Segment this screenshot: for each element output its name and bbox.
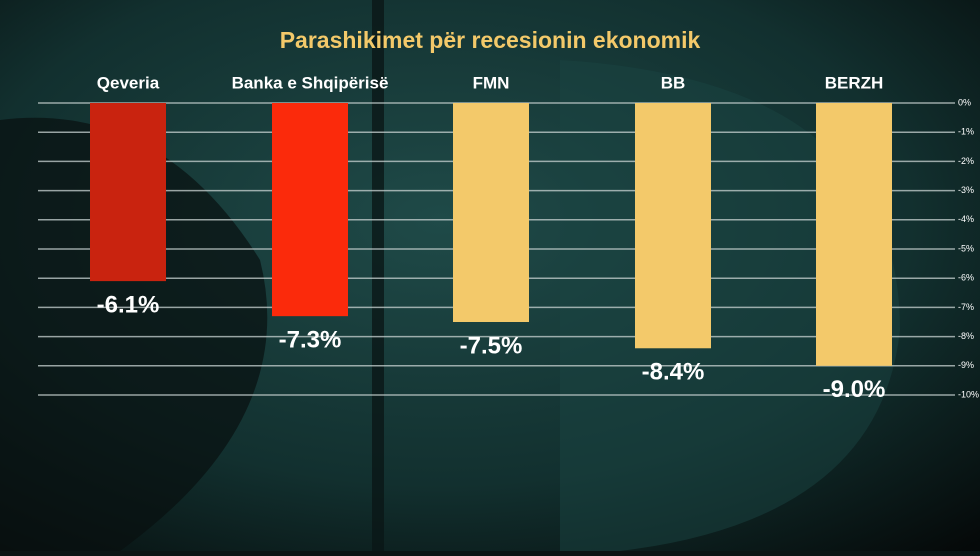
bar <box>90 103 166 282</box>
bg-stripe <box>372 0 384 551</box>
bg-shape <box>0 117 268 552</box>
y-tick-label: -9% <box>958 360 974 370</box>
y-tick-label: -1% <box>958 127 974 137</box>
bar <box>453 103 529 322</box>
chart-title: Parashikimet për recesionin ekonomik <box>280 27 701 53</box>
y-tick-label: -2% <box>958 156 974 166</box>
y-tick-label: 0% <box>958 97 971 107</box>
value-label: -6.1% <box>97 291 160 318</box>
value-label: -8.4% <box>642 359 705 386</box>
y-tick-label: -10% <box>958 389 979 399</box>
y-tick-label: -3% <box>958 185 974 195</box>
x-tick-label: BB <box>661 73 686 92</box>
bar <box>635 103 711 349</box>
y-tick-label: -7% <box>958 302 974 312</box>
x-tick-label: FMN <box>473 73 510 92</box>
value-label: -7.3% <box>279 327 342 354</box>
x-tick-label: BERZH <box>825 73 884 92</box>
x-tick-label: Qeveria <box>97 73 160 92</box>
y-tick-label: -4% <box>958 214 974 224</box>
y-tick-label: -5% <box>958 243 974 253</box>
bar <box>816 103 892 366</box>
y-tick-label: -6% <box>958 273 974 283</box>
value-label: -7.5% <box>460 332 523 359</box>
bar <box>272 103 348 317</box>
value-label: -9.0% <box>823 376 886 403</box>
y-tick-label: -8% <box>958 331 974 341</box>
x-tick-label: Banka e Shqipërisë <box>232 73 389 92</box>
